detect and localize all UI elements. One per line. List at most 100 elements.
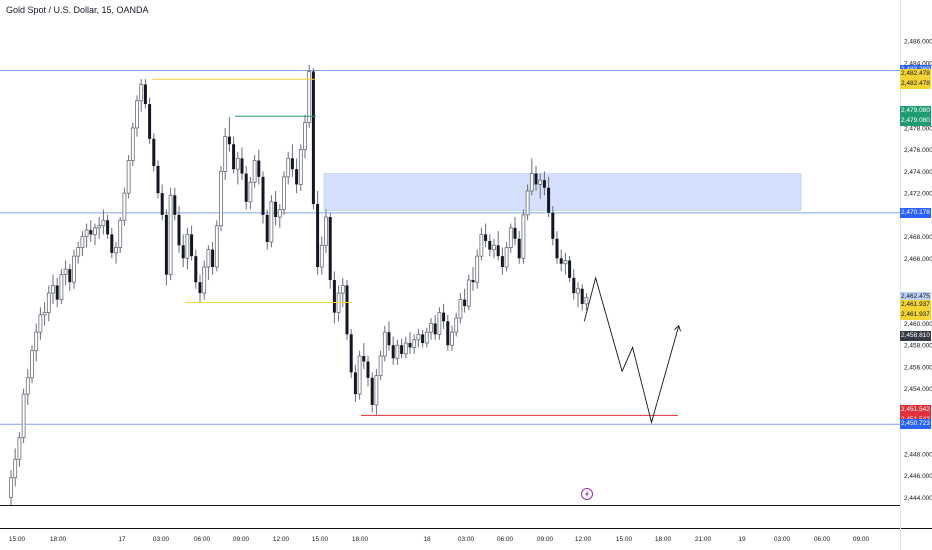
candle-body — [135, 100, 139, 129]
candle-body — [143, 84, 147, 105]
candle-body — [286, 157, 291, 178]
candle-body — [235, 157, 240, 170]
price-tick-label: 2,458.000 — [904, 343, 932, 350]
candle-body — [584, 297, 589, 305]
candle-body — [173, 195, 177, 215]
candle-body — [496, 245, 500, 257]
candle-body — [265, 214, 269, 243]
lightning-icon[interactable] — [581, 488, 593, 500]
candle-body — [538, 179, 543, 185]
candle-body — [357, 355, 362, 395]
drawing-layer[interactable] — [0, 69, 900, 425]
candle-body — [542, 180, 546, 188]
candle-body — [471, 280, 475, 283]
time-tick-label: 12:00 — [273, 536, 290, 543]
price-tick-label: 2,448.000 — [904, 451, 932, 458]
candle-body — [576, 288, 580, 294]
candle-body — [488, 240, 492, 250]
candle-body — [374, 375, 379, 406]
candle-body — [177, 214, 181, 246]
candle-body — [572, 277, 576, 294]
candle-body — [433, 323, 437, 335]
projection-path[interactable] — [583, 276, 680, 425]
candle-body — [148, 104, 152, 139]
time-tick-label: 18:00 — [655, 536, 672, 543]
time-tick-label: 15:00 — [9, 536, 26, 543]
candle-body — [319, 244, 324, 268]
candle-body — [244, 173, 248, 202]
candle-body — [34, 331, 39, 352]
symbol-title[interactable]: Gold Spot / U.S. Dollar, 15, OANDA — [6, 5, 149, 15]
candle-body — [223, 136, 228, 172]
candle-body — [160, 193, 164, 215]
candle-body — [130, 127, 135, 161]
price-tag: 2,462.475 — [900, 291, 931, 302]
candle-body — [101, 219, 106, 227]
candle-body — [463, 299, 467, 307]
candle-body — [38, 314, 43, 333]
candle-body — [421, 334, 425, 344]
price-tick-label: 2,460.000 — [904, 321, 932, 328]
candle-body — [9, 477, 13, 498]
candle-body — [412, 339, 417, 348]
price-tick-label: 2,444.000 — [904, 495, 932, 502]
candle-body — [122, 192, 127, 221]
candle-body — [345, 285, 349, 335]
candle-body — [59, 274, 64, 300]
candle-body — [152, 138, 156, 166]
candle-body — [424, 331, 429, 344]
candle-layer — [9, 64, 589, 506]
candle-body — [269, 201, 274, 243]
annotation-layer[interactable] — [152, 78, 681, 425]
candle-body — [21, 393, 26, 438]
candle-body — [479, 234, 484, 257]
price-tag: 2,479.080 — [900, 116, 931, 127]
candle-body — [80, 236, 85, 248]
candle-body — [525, 190, 530, 216]
price-tag: 2,458.810 — [900, 331, 931, 342]
candle-body — [454, 317, 459, 333]
candle-body — [559, 258, 563, 264]
candle-body — [366, 361, 370, 378]
candle-body — [72, 255, 76, 283]
candle-body — [529, 173, 534, 192]
candle-body — [118, 219, 123, 248]
candle-body — [84, 229, 89, 237]
candle-body — [51, 285, 55, 294]
price-axis[interactable]: 2,486.000 2,484.000 2,478.000 2,476.000 2,47… — [904, 39, 932, 502]
candle-body — [387, 332, 391, 346]
time-tick-label: 09:00 — [537, 536, 554, 543]
candle-body — [227, 136, 231, 145]
price-tick-label: 2,446.000 — [904, 473, 932, 480]
time-tick-label: 17 — [118, 536, 126, 543]
time-tick-label: 15:00 — [312, 536, 329, 543]
candle-body — [332, 280, 336, 313]
price-tick-label: 2,486.000 — [904, 39, 932, 46]
candle-body — [391, 345, 395, 359]
candle-body — [190, 234, 194, 257]
time-tick-label: 03:00 — [458, 536, 475, 543]
candle-body — [370, 377, 374, 405]
price-tag: 2,450.723 — [900, 419, 931, 430]
time-axis[interactable]: 15:00 18:00 17 03:00 06:00 09:00 12:00 15:00 18:… — [9, 536, 870, 543]
candle-body — [298, 149, 303, 185]
price-tick-label: 2,478.000 — [904, 125, 932, 132]
candle-body — [475, 255, 480, 283]
candle-body — [252, 160, 257, 183]
supply-zone-rectangle[interactable] — [323, 173, 802, 211]
candle-body — [403, 342, 408, 355]
time-tick-label: 18:00 — [50, 536, 67, 543]
candle-body — [580, 288, 584, 304]
time-tick-label: 18:00 — [352, 536, 369, 543]
candle-body — [261, 176, 265, 215]
price-tick-label: 2,468.000 — [904, 234, 932, 241]
candle-body — [408, 343, 412, 348]
price-tick-label: 2,456.000 — [904, 364, 932, 371]
time-tick-label: 21:00 — [695, 536, 712, 543]
candle-body — [164, 214, 168, 275]
price-tick-label: 2,454.000 — [904, 386, 932, 393]
candle-body — [30, 350, 34, 379]
candle-body — [362, 356, 366, 362]
candle-body — [211, 249, 215, 267]
